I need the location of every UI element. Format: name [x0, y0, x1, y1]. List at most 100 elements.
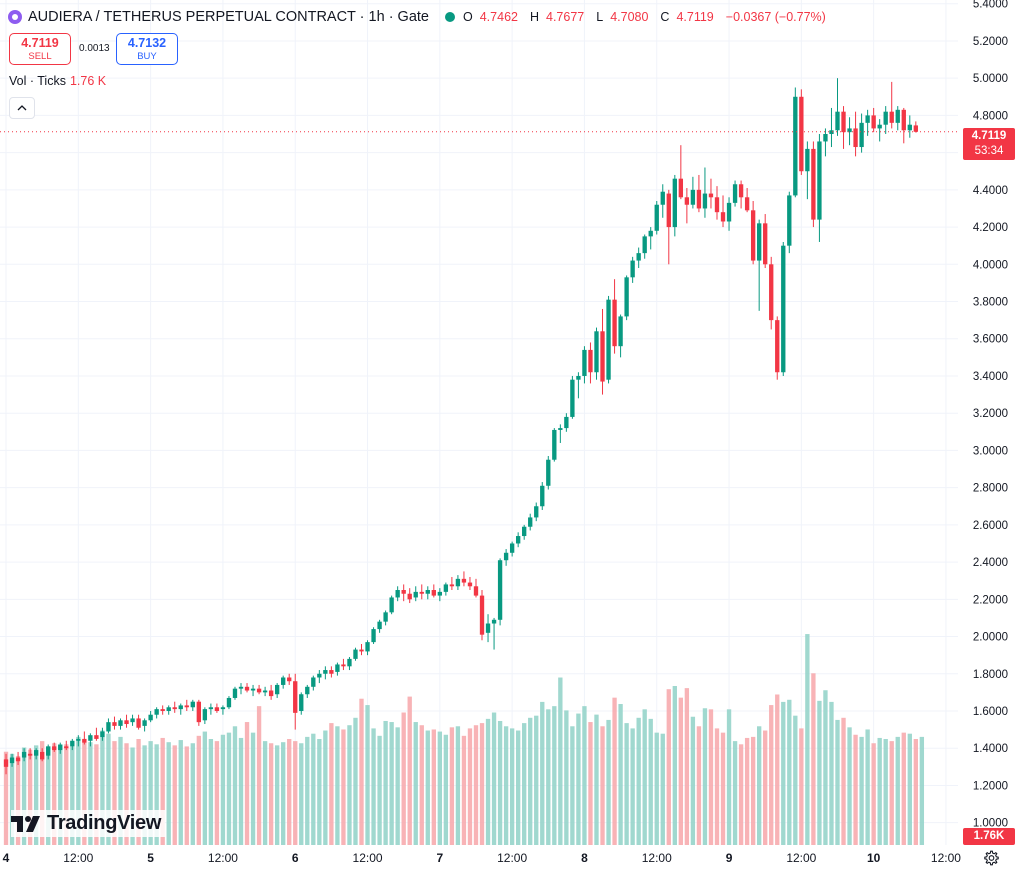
chart-header: AUDIERA / TETHERUS PERPETUAL CONTRACT · … [8, 7, 832, 27]
volume-bar [564, 710, 569, 845]
candle-body [564, 416, 569, 429]
candle-body [708, 193, 714, 198]
candle-body [503, 552, 509, 561]
volume-bar [467, 728, 473, 845]
candle-body [509, 543, 515, 553]
volume-bar [27, 749, 33, 845]
price-axis-label: 3.4000 [973, 371, 1008, 383]
candle-body [21, 751, 27, 758]
time-axis-label: 12:00 [63, 851, 93, 865]
volume-bar [15, 755, 21, 845]
candle-body [642, 236, 647, 254]
volume-bar [124, 743, 129, 845]
volume-bar [865, 729, 870, 845]
candle-body [407, 593, 412, 600]
candle-body [262, 690, 268, 693]
volume-bar [353, 717, 358, 845]
volume-bar [148, 741, 153, 845]
volume-bar [726, 709, 732, 845]
candle-body [732, 184, 738, 203]
candle-body [166, 707, 171, 711]
candle-body [431, 590, 436, 596]
candle-body [184, 705, 189, 708]
volume-bar [274, 745, 280, 845]
volume-bar [407, 696, 412, 845]
volume-bar [522, 723, 527, 845]
volume-bar [82, 740, 87, 845]
volume-bar [678, 697, 684, 845]
volume-bar [877, 737, 882, 845]
candle-body [172, 707, 177, 710]
volume-bar [401, 712, 406, 845]
volume-bar [88, 742, 93, 845]
volume-bar [106, 733, 111, 845]
candle-body [744, 197, 750, 211]
volume-bar [413, 722, 418, 845]
collapse-legend-button[interactable] [9, 97, 35, 119]
candle-body [46, 746, 51, 756]
last-price-tag: 4.7119 53:34 [963, 128, 1015, 160]
price-axis-label: 1.8000 [973, 669, 1008, 681]
candle-body [847, 128, 852, 133]
candle-body [883, 111, 888, 125]
sell-button[interactable]: 4.7119 SELL [9, 33, 71, 65]
buy-label: BUY [137, 51, 157, 62]
price-axis-label: 1.4000 [973, 743, 1008, 755]
candle-body [841, 111, 846, 133]
low-value: 4.7080 [610, 10, 649, 24]
candle-body [341, 664, 346, 667]
candle-body [775, 320, 780, 373]
volume-bar [305, 736, 310, 845]
volume-bar [787, 699, 792, 845]
volume-bar [160, 737, 165, 845]
candle-body [757, 223, 762, 261]
candle-body [889, 111, 894, 123]
volume-bar [40, 741, 45, 845]
volume-bar [268, 743, 274, 845]
candle-body [214, 707, 220, 711]
volume-bar [570, 726, 575, 845]
gear-icon[interactable] [982, 849, 1000, 867]
audiera-coin-icon[interactable] [8, 10, 22, 24]
volume-bar [443, 734, 449, 845]
price-axis[interactable]: 5.40005.20005.00004.80004.60004.40004.20… [973, 0, 1008, 830]
symbol-title[interactable]: AUDIERA / TETHERUS PERPETUAL CONTRACT · … [28, 9, 429, 25]
candle-body [287, 677, 292, 682]
buy-button[interactable]: 4.7132 BUY [116, 33, 178, 65]
candle-body [769, 264, 774, 321]
candle-body [485, 623, 491, 633]
volume-bar [799, 728, 804, 845]
candle-body [70, 740, 75, 747]
tradingview-logo[interactable]: TradingView [11, 810, 166, 837]
candle-body [100, 731, 105, 738]
candle-body [293, 681, 298, 713]
candle-body [696, 189, 702, 209]
volume-bar [515, 730, 521, 845]
time-axis-label: 12:00 [642, 851, 672, 865]
volume-bar [461, 735, 467, 845]
open-label: O [463, 10, 473, 24]
volume-bar [895, 736, 900, 845]
candle-body [437, 591, 443, 596]
chevron-up-icon [17, 105, 27, 111]
price-axis-label: 3.6000 [973, 334, 1008, 346]
price-axis-label: 4.0000 [973, 259, 1008, 271]
volume-bar [901, 732, 906, 845]
volume-bar [383, 720, 388, 845]
candle-body [865, 115, 870, 123]
volume-bar [750, 736, 756, 845]
price-axis-label: 2.0000 [973, 632, 1008, 644]
candle-body [232, 688, 238, 698]
price-axis-label: 5.2000 [973, 36, 1008, 48]
volume-bar [166, 742, 171, 845]
volume-bar [389, 722, 394, 845]
time-axis[interactable]: 4 12:00 5 12:00 6 12:00 7 12:00 8 12:00 9 12:00 10 12… [3, 851, 962, 865]
volume-bar [847, 727, 852, 845]
candle-body [130, 718, 135, 723]
volume-legend[interactable]: Vol · Ticks 1.76 K [9, 74, 106, 88]
candle-body [805, 148, 810, 172]
candle-body [672, 178, 677, 228]
candle-body [491, 619, 497, 624]
volume-bar [154, 744, 159, 845]
